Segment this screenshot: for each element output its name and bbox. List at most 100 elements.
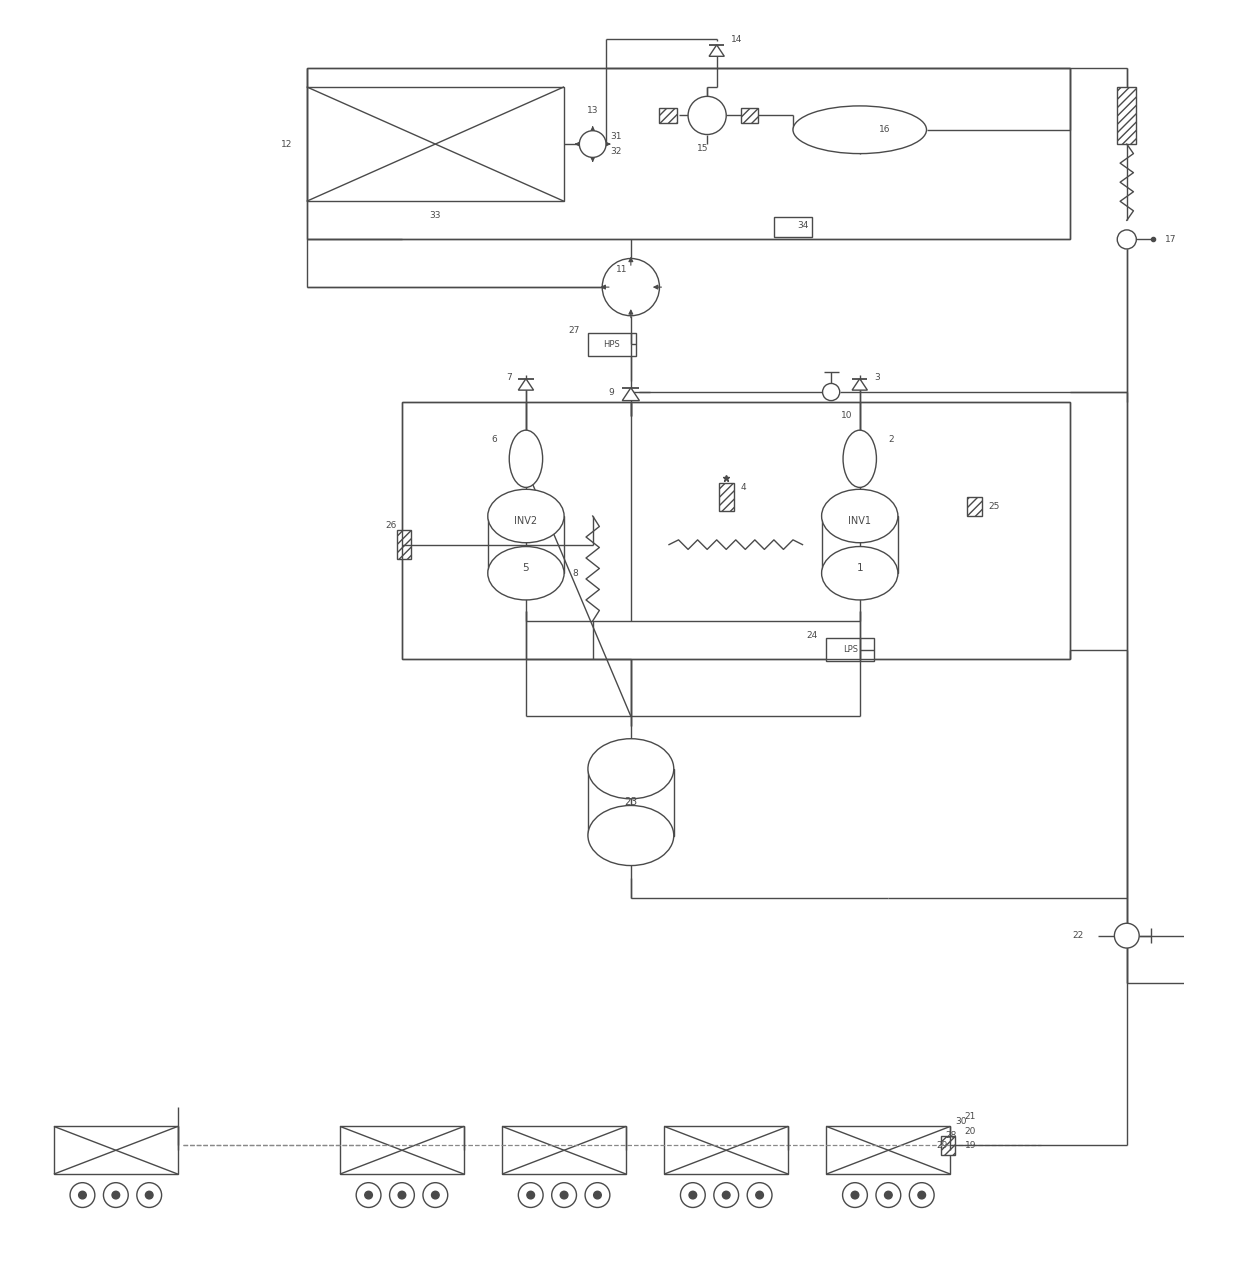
Circle shape — [552, 1183, 577, 1207]
Circle shape — [136, 1183, 161, 1207]
Bar — [660, 108, 677, 123]
Circle shape — [1115, 923, 1140, 948]
Bar — [306, 68, 1070, 239]
Text: 31: 31 — [610, 132, 621, 141]
Bar — [966, 497, 982, 516]
Ellipse shape — [794, 106, 926, 154]
Text: 23: 23 — [624, 797, 637, 808]
Text: 34: 34 — [797, 220, 808, 229]
Bar — [53, 1126, 177, 1174]
Bar — [822, 516, 898, 573]
Ellipse shape — [510, 430, 543, 488]
Bar — [402, 402, 1070, 659]
Text: 24: 24 — [806, 631, 817, 640]
Text: 6: 6 — [491, 435, 497, 444]
Bar — [502, 1126, 626, 1174]
Text: INV2: INV2 — [515, 516, 537, 526]
Text: INV1: INV1 — [848, 516, 872, 526]
Circle shape — [423, 1183, 448, 1207]
Circle shape — [585, 1183, 610, 1207]
Circle shape — [1190, 923, 1215, 948]
Circle shape — [688, 96, 727, 134]
Text: 32: 32 — [610, 147, 621, 156]
Text: 7: 7 — [506, 374, 512, 383]
Polygon shape — [852, 379, 867, 390]
Text: 13: 13 — [587, 106, 599, 115]
Text: 26: 26 — [386, 521, 397, 530]
Bar — [719, 483, 734, 511]
Circle shape — [822, 384, 839, 401]
Text: 11: 11 — [615, 265, 627, 274]
Text: 14: 14 — [732, 35, 743, 44]
Ellipse shape — [588, 739, 673, 799]
Circle shape — [851, 1192, 859, 1199]
Circle shape — [723, 1192, 730, 1199]
Bar — [397, 530, 412, 559]
Circle shape — [389, 1183, 414, 1207]
Text: 19: 19 — [965, 1140, 976, 1149]
Polygon shape — [622, 388, 640, 401]
Text: 29: 29 — [936, 1140, 947, 1149]
Bar — [826, 1126, 950, 1174]
Bar — [487, 516, 564, 573]
Text: 28: 28 — [946, 1132, 957, 1140]
Bar — [941, 1135, 955, 1155]
Circle shape — [714, 1183, 739, 1207]
Circle shape — [527, 1192, 534, 1199]
Text: HPS: HPS — [604, 340, 620, 349]
Circle shape — [112, 1192, 119, 1199]
Ellipse shape — [487, 547, 564, 600]
Text: 27: 27 — [568, 325, 579, 334]
Bar — [588, 769, 673, 836]
Circle shape — [756, 1192, 764, 1199]
Circle shape — [842, 1183, 867, 1207]
Text: 1: 1 — [857, 563, 863, 573]
Text: 25: 25 — [988, 502, 999, 511]
Bar — [306, 87, 564, 201]
Text: 3: 3 — [874, 374, 880, 383]
Circle shape — [78, 1192, 87, 1199]
Text: 4: 4 — [740, 483, 746, 492]
Circle shape — [875, 1183, 900, 1207]
Ellipse shape — [822, 547, 898, 600]
Text: 9: 9 — [608, 388, 614, 397]
Circle shape — [69, 1183, 94, 1207]
Text: 15: 15 — [697, 145, 708, 154]
Circle shape — [103, 1183, 128, 1207]
Polygon shape — [518, 379, 533, 390]
Bar — [740, 108, 758, 123]
Circle shape — [603, 259, 660, 316]
Bar — [665, 1126, 789, 1174]
Circle shape — [579, 131, 606, 157]
Circle shape — [398, 1192, 405, 1199]
Circle shape — [909, 1183, 934, 1207]
Circle shape — [884, 1192, 892, 1199]
Circle shape — [748, 1183, 773, 1207]
Circle shape — [145, 1192, 153, 1199]
Ellipse shape — [588, 805, 673, 865]
Ellipse shape — [487, 489, 564, 543]
Text: 2: 2 — [888, 435, 894, 444]
Bar — [340, 1126, 464, 1174]
Text: 17: 17 — [1164, 236, 1177, 244]
Circle shape — [918, 1192, 925, 1199]
Circle shape — [365, 1192, 372, 1199]
Text: 5: 5 — [522, 563, 529, 573]
Text: 22: 22 — [1073, 931, 1084, 940]
Bar — [774, 218, 812, 237]
Text: 33: 33 — [429, 211, 441, 220]
Bar — [1218, 928, 1236, 943]
Circle shape — [432, 1192, 439, 1199]
Text: 12: 12 — [281, 140, 293, 148]
Text: 21: 21 — [965, 1112, 976, 1121]
Circle shape — [356, 1183, 381, 1207]
Polygon shape — [709, 45, 724, 56]
Ellipse shape — [843, 430, 877, 488]
Bar — [1226, 1135, 1240, 1155]
Bar — [306, 68, 1070, 239]
Ellipse shape — [822, 489, 898, 543]
Circle shape — [518, 1183, 543, 1207]
Circle shape — [594, 1192, 601, 1199]
Circle shape — [1117, 230, 1136, 250]
Text: 16: 16 — [879, 125, 890, 134]
